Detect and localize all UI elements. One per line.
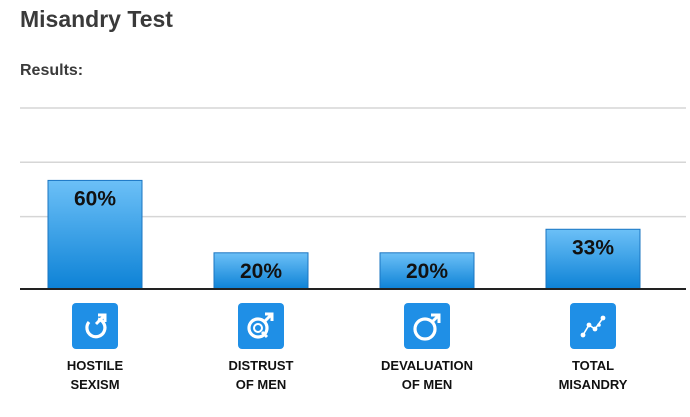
mars-broken-icon [72, 303, 118, 349]
bar [47, 179, 143, 290]
results-label: Results: [20, 62, 84, 79]
category-label: SEXISM [70, 377, 119, 392]
category-label: TOTAL [572, 358, 614, 373]
category-label: OF MEN [236, 377, 287, 392]
category-label: OF MEN [402, 377, 453, 392]
category-label: HOSTILE [67, 358, 124, 373]
bar-value-label: 20% [240, 260, 282, 283]
bar-value-label: 33% [572, 236, 614, 259]
category-label: DEVALUATION [381, 358, 473, 373]
category-label: MISANDRY [559, 377, 628, 392]
mars-magnifier-icon [238, 303, 284, 349]
scatter-plot-icon [570, 303, 616, 349]
page-title: Misandry Test [20, 6, 173, 32]
category-label: DISTRUST [229, 358, 294, 373]
bar-value-label: 20% [406, 260, 448, 283]
bar [545, 228, 641, 290]
bar [213, 252, 309, 290]
mars-thumbs-down-icon [404, 303, 450, 349]
bar [379, 252, 475, 290]
bar-value-label: 60% [74, 187, 116, 210]
